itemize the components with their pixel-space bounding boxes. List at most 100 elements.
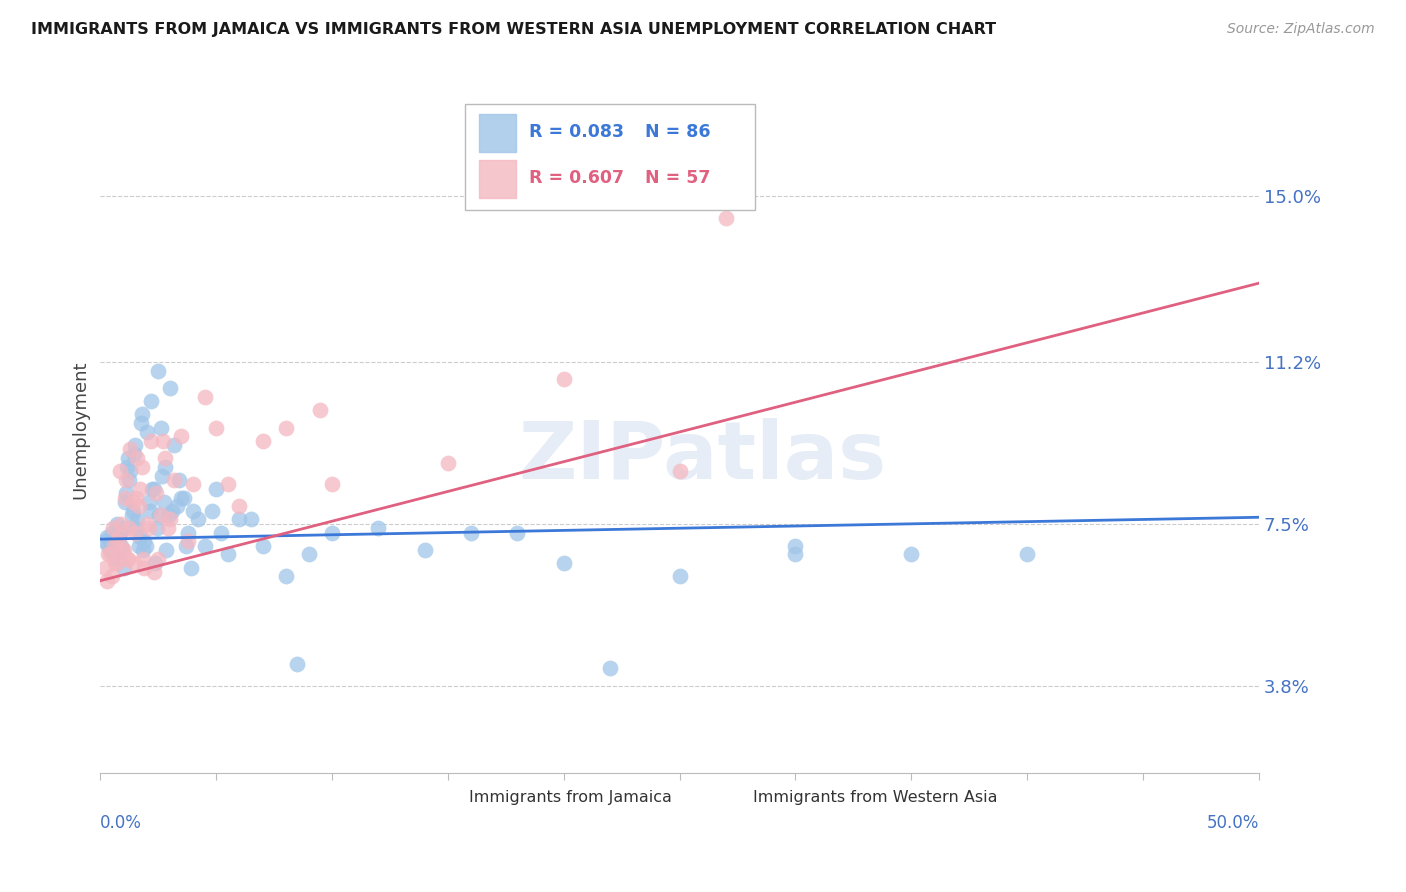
Point (138, 495, 160, 509)
Point (128, 482, 150, 496)
Point (112, 560, 135, 574)
Point (217, 548, 239, 562)
Point (122, 556, 145, 570)
Point (142, 482, 165, 496)
Point (124, 525, 146, 540)
Text: R = 0.083: R = 0.083 (529, 123, 624, 141)
Point (170, 429, 193, 443)
Point (128, 539, 150, 553)
Point (112, 521, 135, 535)
Point (114, 491, 136, 505)
Point (274, 420, 297, 434)
Bar (436, 787, 461, 809)
Point (1015, 548, 1038, 562)
Point (155, 451, 177, 466)
Point (413, 543, 436, 558)
Point (148, 364, 170, 378)
Point (209, 525, 232, 540)
Point (170, 491, 193, 505)
Point (205, 482, 228, 496)
Point (163, 438, 186, 452)
Point (152, 434, 174, 448)
Point (321, 477, 343, 491)
FancyBboxPatch shape (465, 103, 755, 210)
Point (124, 438, 146, 452)
Point (135, 539, 157, 553)
Point (155, 459, 177, 474)
Bar (479, 114, 516, 152)
Point (121, 504, 143, 518)
Point (108, 530, 131, 544)
Text: 0.0%: 0.0% (100, 814, 142, 832)
Point (111, 543, 134, 558)
Point (298, 548, 321, 562)
Point (166, 500, 188, 514)
Point (159, 512, 181, 526)
Point (134, 534, 156, 549)
Point (101, 534, 124, 549)
Point (177, 534, 200, 549)
Text: IMMIGRANTS FROM JAMAICA VS IMMIGRANTS FROM WESTERN ASIA UNEMPLOYMENT CORRELATION: IMMIGRANTS FROM JAMAICA VS IMMIGRANTS FR… (31, 22, 995, 37)
Point (181, 504, 204, 518)
Text: N = 57: N = 57 (645, 169, 710, 187)
Text: N = 86: N = 86 (645, 123, 710, 141)
Point (96, 530, 118, 544)
Text: 50.0%: 50.0% (1206, 814, 1258, 832)
Point (187, 512, 209, 526)
Point (117, 451, 139, 466)
Bar (479, 160, 516, 198)
Point (785, 539, 807, 553)
Point (174, 539, 197, 553)
Point (148, 551, 170, 566)
Point (239, 512, 262, 526)
Point (121, 508, 143, 522)
Point (120, 442, 142, 457)
Point (111, 543, 134, 558)
Point (714, 211, 737, 225)
Point (200, 504, 222, 518)
Point (163, 473, 186, 487)
Point (150, 468, 173, 483)
Point (127, 451, 149, 466)
Point (160, 504, 183, 518)
Point (141, 394, 163, 409)
Point (96, 574, 118, 588)
Point (167, 473, 190, 487)
Point (128, 530, 150, 544)
Point (173, 491, 195, 505)
Point (134, 560, 156, 574)
Point (108, 551, 131, 566)
Point (177, 525, 200, 540)
Point (105, 556, 128, 570)
Point (321, 525, 343, 540)
Point (139, 504, 162, 518)
Point (155, 543, 177, 558)
Point (437, 456, 460, 470)
Point (103, 548, 125, 562)
Point (103, 539, 125, 553)
Point (127, 512, 149, 526)
Point (94, 560, 117, 574)
Y-axis label: Unemployment: Unemployment (72, 360, 89, 499)
Point (104, 556, 127, 570)
Point (97, 548, 120, 562)
Point (132, 543, 155, 558)
Point (274, 569, 297, 583)
Point (107, 530, 129, 544)
Point (131, 459, 153, 474)
Point (148, 508, 170, 522)
Point (110, 539, 132, 553)
Point (98, 543, 121, 558)
Point (143, 556, 166, 570)
Point (108, 530, 131, 544)
Point (107, 534, 129, 549)
Point (101, 525, 124, 540)
Point (132, 551, 155, 566)
Point (114, 486, 136, 500)
Text: ZIPatlas: ZIPatlas (519, 418, 887, 496)
Point (142, 565, 165, 579)
Point (228, 512, 250, 526)
Point (460, 525, 482, 540)
Point (553, 556, 575, 570)
Point (97, 539, 120, 553)
